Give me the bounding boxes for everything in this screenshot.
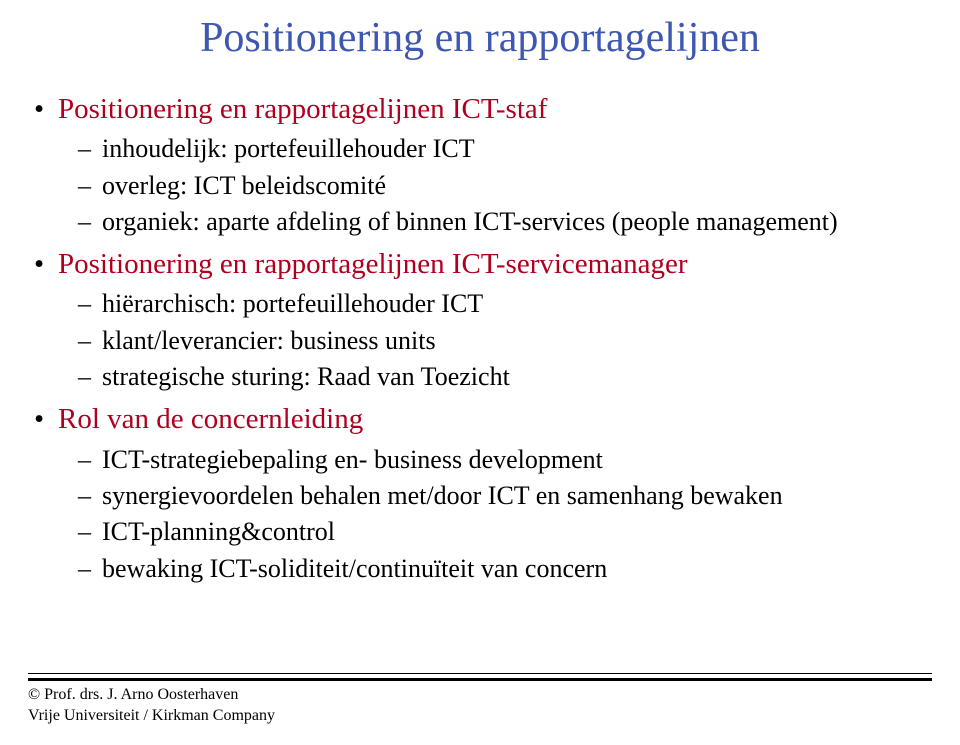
bullet-list-lvl2: hiërarchisch: portefeuillehouder ICT kla… xyxy=(58,287,932,394)
footer-rule: © Prof. drs. J. Arno Oosterhaven Vrije U… xyxy=(28,678,932,727)
slide-title: Positionering en rapportagelijnen xyxy=(0,14,960,62)
bullet-lvl2-text: ICT-planning&control xyxy=(102,517,335,546)
bullet-list-lvl2: inhoudelijk: portefeuillehouder ICT over… xyxy=(58,132,932,239)
bullet-lvl2-text: ICT-strategiebepaling en- business devel… xyxy=(102,445,603,474)
bullet-lvl2-text: klant/leverancier: business units xyxy=(102,326,436,355)
footer-line: Vrije Universiteit / Kirkman Company xyxy=(28,706,932,727)
bullet-lvl2-text: synergievoordelen behalen met/door ICT e… xyxy=(102,481,783,510)
bullet-lvl2-text: overleg: ICT beleidscomité xyxy=(102,171,386,200)
bullet-lvl1-text: Positionering en rapportagelijnen ICT-se… xyxy=(58,248,687,280)
slide-footer: © Prof. drs. J. Arno Oosterhaven Vrije U… xyxy=(28,678,932,727)
bullet-lvl2: bewaking ICT-soliditeit/continuïteit van… xyxy=(58,552,932,586)
bullet-lvl2: inhoudelijk: portefeuillehouder ICT xyxy=(58,132,932,166)
bullet-lvl2-text: hiërarchisch: portefeuillehouder ICT xyxy=(102,289,483,318)
bullet-lvl2: overleg: ICT beleidscomité xyxy=(58,169,932,203)
footer-line: © Prof. drs. J. Arno Oosterhaven xyxy=(28,685,932,706)
bullet-lvl1-text: Positionering en rapportagelijnen ICT-st… xyxy=(58,93,547,125)
bullet-lvl1: Positionering en rapportagelijnen ICT-st… xyxy=(28,90,932,239)
bullet-lvl2: klant/leverancier: business units xyxy=(58,324,932,358)
slide: Positionering en rapportagelijnen Positi… xyxy=(0,0,960,745)
bullet-lvl1: Rol van de concernleiding ICT-strategieb… xyxy=(28,400,932,586)
bullet-lvl1-text: Rol van de concernleiding xyxy=(58,403,363,435)
bullet-lvl2: strategische sturing: Raad van Toezicht xyxy=(58,360,932,394)
bullet-lvl2: ICT-planning&control xyxy=(58,515,932,549)
bullet-lvl2: synergievoordelen behalen met/door ICT e… xyxy=(58,479,932,513)
slide-content: Positionering en rapportagelijnen ICT-st… xyxy=(28,90,932,592)
bullet-lvl2-text: inhoudelijk: portefeuillehouder ICT xyxy=(102,134,475,163)
bullet-lvl2: hiërarchisch: portefeuillehouder ICT xyxy=(58,287,932,321)
bullet-list-lvl2: ICT-strategiebepaling en- business devel… xyxy=(58,443,932,586)
bullet-lvl2-text: strategische sturing: Raad van Toezicht xyxy=(102,362,510,391)
bullet-lvl1: Positionering en rapportagelijnen ICT-se… xyxy=(28,245,932,394)
bullet-list-lvl1: Positionering en rapportagelijnen ICT-st… xyxy=(28,90,932,586)
bullet-lvl2-text: bewaking ICT-soliditeit/continuïteit van… xyxy=(102,554,607,583)
bullet-lvl2: organiek: aparte afdeling of binnen ICT-… xyxy=(58,205,932,239)
bullet-lvl2-text: organiek: aparte afdeling of binnen ICT-… xyxy=(102,207,838,236)
bullet-lvl2: ICT-strategiebepaling en- business devel… xyxy=(58,443,932,477)
